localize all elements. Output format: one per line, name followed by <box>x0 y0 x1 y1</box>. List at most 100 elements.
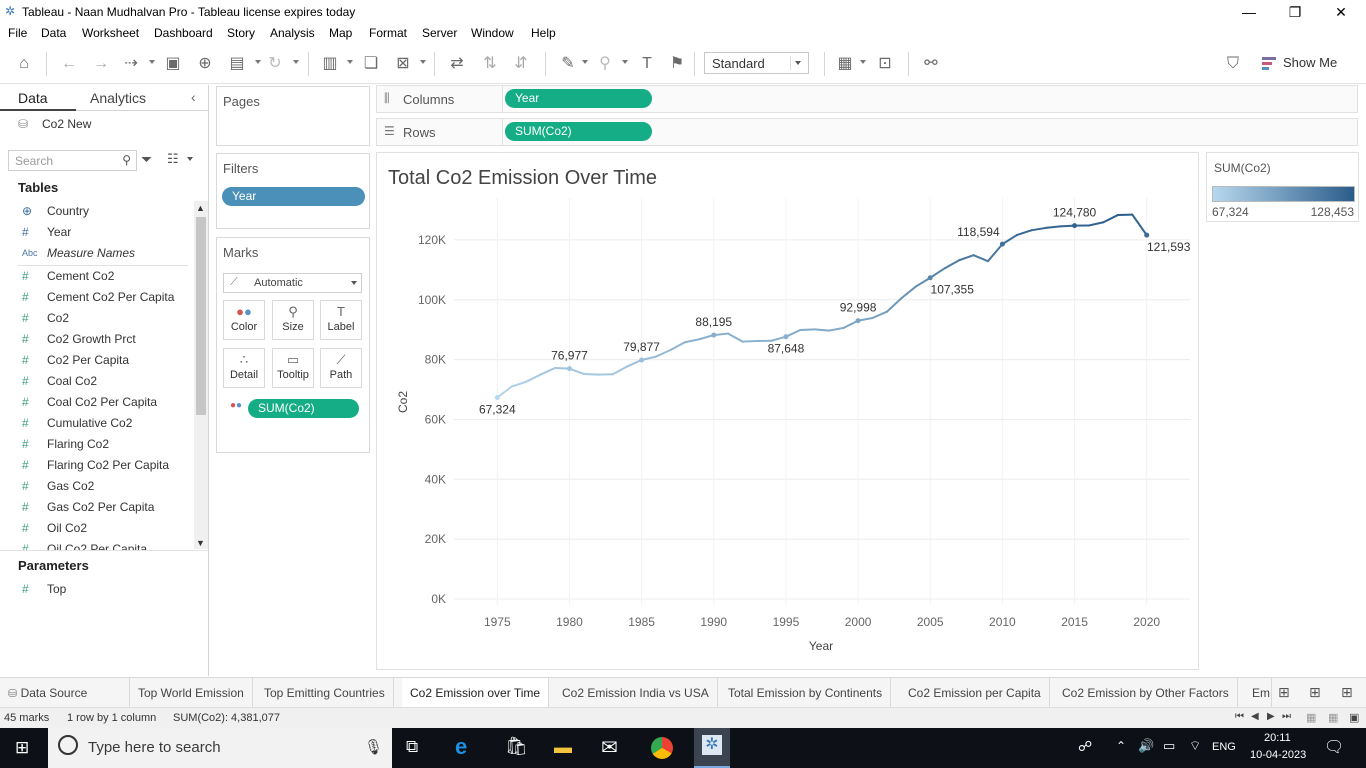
line-segment[interactable] <box>945 260 959 268</box>
data-point[interactable] <box>783 334 788 339</box>
minimize-button[interactable]: — <box>1226 2 1272 22</box>
pause-dropdown-icon[interactable] <box>255 60 261 64</box>
field-cement-co2-per-capita[interactable]: # Cement Co2 Per Capita <box>18 290 188 310</box>
scroll-down-icon[interactable]: ▼ <box>196 538 205 548</box>
data-point[interactable] <box>495 395 500 400</box>
menu-window[interactable]: Window <box>471 26 514 40</box>
mail-icon[interactable]: ✉ <box>601 735 618 760</box>
mark-pill-sum-co2[interactable]: SUM(Co2) <box>248 399 359 418</box>
last-sheet-icon[interactable]: ⏭ <box>1282 711 1291 722</box>
tab-data-source[interactable]: ⛁ Data Source <box>0 678 130 708</box>
search-input[interactable]: Search ⚲ <box>8 150 137 171</box>
line-segment[interactable] <box>584 374 598 375</box>
tab-top-emitting-countries[interactable]: Top Emitting Countries <box>256 678 394 708</box>
show-me-icon[interactable] <box>1262 56 1276 70</box>
replay-icon[interactable]: ⇢ <box>120 53 142 75</box>
field-flaring-co2[interactable]: # Flaring Co2 <box>18 437 188 457</box>
filmstrip-view-icon[interactable]: ▦ <box>1306 711 1316 724</box>
line-segment[interactable] <box>887 298 901 311</box>
share-icon[interactable]: ⚯ <box>920 53 942 75</box>
file-explorer-icon[interactable]: ▬ <box>554 737 572 758</box>
line-segment[interactable] <box>685 339 699 342</box>
store-icon[interactable]: 🛍 <box>505 736 528 757</box>
line-segment[interactable] <box>512 382 526 387</box>
menu-dashboard[interactable]: Dashboard <box>154 26 213 40</box>
field-co2-growth-prct[interactable]: # Co2 Growth Prct <box>18 332 188 352</box>
pages-card[interactable]: Pages <box>216 86 370 146</box>
tab-co2-emission-over-time[interactable]: Co2 Emission over Time <box>402 678 549 708</box>
prev-sheet-icon[interactable]: ◀ <box>1251 711 1259 722</box>
presentation-mode-icon[interactable]: ⊡ <box>874 53 896 75</box>
data-point[interactable] <box>639 357 644 362</box>
first-sheet-icon[interactable]: ⏮ <box>1235 711 1244 722</box>
show-labels-icon[interactable]: T <box>636 53 658 75</box>
sort-ascending-icon[interactable]: ⇅ <box>479 53 501 75</box>
close-button[interactable]: ✕ <box>1318 2 1364 22</box>
columns-shelf[interactable]: ⫼ Columns Year <box>376 85 1358 113</box>
tab-co2-emission-by-other-factors[interactable]: Co2 Emission by Other Factors <box>1054 678 1238 708</box>
field-oil-co2-per-capita[interactable]: # Oil Co2 Per Capita <box>18 542 188 550</box>
undo-icon[interactable]: ← <box>58 53 80 75</box>
menu-map[interactable]: Map <box>329 26 352 40</box>
field-co2[interactable]: # Co2 <box>18 311 188 331</box>
clock-date[interactable]: 10-04-2023 <box>1250 749 1306 761</box>
line-segment[interactable] <box>1017 230 1031 235</box>
task-view-icon[interactable]: ⧉ <box>406 737 418 757</box>
tab-co2-emission-india-vs-usa[interactable]: Co2 Emission India vs USA <box>554 678 718 708</box>
line-segment[interactable] <box>1046 226 1060 227</box>
group-dropdown-icon[interactable] <box>622 60 628 64</box>
data-point[interactable] <box>856 318 861 323</box>
menu-story[interactable]: Story <box>227 26 255 40</box>
clock-time[interactable]: 20:11 <box>1264 732 1291 744</box>
data-point[interactable] <box>928 275 933 280</box>
wifi-icon[interactable]: ⌔ <box>1189 738 1201 754</box>
field-cumulative-co2[interactable]: # Cumulative Co2 <box>18 416 188 436</box>
field-gas-co2-per-capita[interactable]: # Gas Co2 Per Capita <box>18 500 188 520</box>
restore-button[interactable]: ❐ <box>1272 2 1318 22</box>
field-country[interactable]: ⊕ Country <box>18 204 188 224</box>
line-segment[interactable] <box>800 329 814 330</box>
view-options-dropdown-icon[interactable] <box>187 157 193 161</box>
field-coal-co2-per-capita[interactable]: # Coal Co2 Per Capita <box>18 395 188 415</box>
notifications-icon[interactable]: 🗨 <box>1324 737 1344 757</box>
new-story-icon[interactable]: ⊞ <box>1341 684 1353 701</box>
line-segment[interactable] <box>497 387 511 398</box>
tab-top-world-emission[interactable]: Top World Emission <box>130 678 253 708</box>
tab-total-emission-by-continents[interactable]: Total Emission by Continents <box>720 678 891 708</box>
line-segment[interactable] <box>901 287 915 299</box>
line-segment[interactable] <box>1089 222 1103 225</box>
line-segment[interactable] <box>1132 215 1146 236</box>
mark-tooltip-button[interactable]: ▭ Tooltip <box>272 348 314 388</box>
edge-icon[interactable]: e <box>455 734 467 760</box>
data-point[interactable] <box>1000 242 1005 247</box>
menu-analysis[interactable]: Analysis <box>270 26 315 40</box>
filter-icon[interactable]: ⏷ <box>141 151 152 168</box>
menu-data[interactable]: Data <box>41 26 66 40</box>
scroll-up-icon[interactable]: ▲ <box>196 203 205 213</box>
menu-server[interactable]: Server <box>422 26 457 40</box>
new-worksheet-dropdown-icon[interactable] <box>347 60 353 64</box>
parameter-top[interactable]: # Top <box>18 582 188 602</box>
highlight-icon[interactable]: ✎ <box>557 53 579 75</box>
line-segment[interactable] <box>541 368 555 375</box>
filter-pill-year[interactable]: Year <box>222 187 365 206</box>
language-indicator[interactable]: ENG <box>1212 741 1236 753</box>
sorter-view-icon[interactable]: ▦ <box>1328 711 1338 724</box>
volume-icon[interactable]: 🔊 <box>1138 738 1154 754</box>
datasource-row[interactable]: ⛁ Co2 New <box>18 117 28 131</box>
line-segment[interactable] <box>1103 215 1117 222</box>
fix-axes-icon[interactable]: ⚑ <box>666 53 688 75</box>
line-segment[interactable] <box>959 255 973 260</box>
mark-path-button[interactable]: ⟋ Path <box>320 348 362 388</box>
data-point[interactable] <box>1072 223 1077 228</box>
menu-worksheet[interactable]: Worksheet <box>82 26 139 40</box>
line-segment[interactable] <box>670 342 684 350</box>
data-point[interactable] <box>1144 233 1149 238</box>
sort-descending-icon[interactable]: ⇵ <box>510 53 532 75</box>
field-co2-per-capita[interactable]: # Co2 Per Capita <box>18 353 188 373</box>
next-sheet-icon[interactable]: ▶ <box>1267 711 1275 722</box>
line-segment[interactable] <box>829 328 843 331</box>
show-hidden-icons-icon[interactable]: ⌃ <box>1116 739 1126 753</box>
mark-color-button[interactable]: ●● Color <box>223 300 265 340</box>
line-segment[interactable] <box>916 278 930 287</box>
